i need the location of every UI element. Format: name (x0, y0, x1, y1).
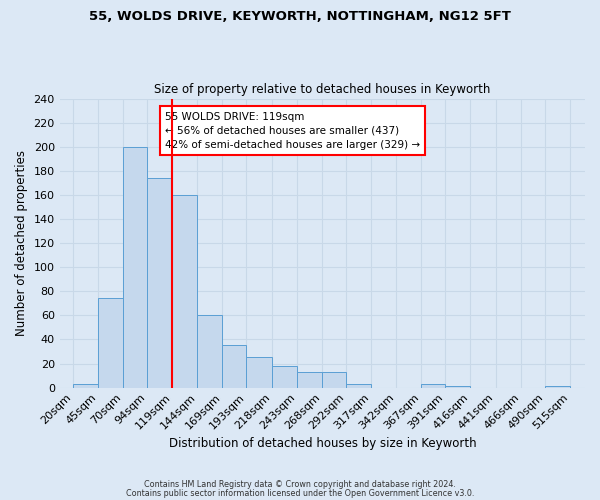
Bar (73, 384, 98, 388)
Bar (247, 358, 272, 388)
Bar (545, 386, 570, 388)
X-axis label: Distribution of detached houses by size in Keyworth: Distribution of detached houses by size … (169, 437, 476, 450)
Bar (346, 384, 371, 388)
Y-axis label: Number of detached properties: Number of detached properties (15, 150, 28, 336)
Title: Size of property relative to detached houses in Keyworth: Size of property relative to detached ho… (154, 83, 491, 96)
Bar (322, 372, 346, 388)
Bar (272, 366, 297, 388)
Bar (223, 346, 247, 388)
Bar (421, 384, 445, 388)
Bar (147, 178, 172, 388)
Bar (98, 298, 123, 388)
Text: Contains public sector information licensed under the Open Government Licence v3: Contains public sector information licen… (126, 488, 474, 498)
Text: 55, WOLDS DRIVE, KEYWORTH, NOTTINGHAM, NG12 5FT: 55, WOLDS DRIVE, KEYWORTH, NOTTINGHAM, N… (89, 10, 511, 23)
Text: 55 WOLDS DRIVE: 119sqm
← 56% of detached houses are smaller (437)
42% of semi-de: 55 WOLDS DRIVE: 119sqm ← 56% of detached… (165, 112, 420, 150)
Bar (172, 195, 197, 388)
Text: Contains HM Land Registry data © Crown copyright and database right 2024.: Contains HM Land Registry data © Crown c… (144, 480, 456, 489)
Bar (297, 372, 322, 388)
Bar (445, 386, 470, 388)
Bar (123, 146, 147, 388)
Bar (197, 316, 223, 388)
